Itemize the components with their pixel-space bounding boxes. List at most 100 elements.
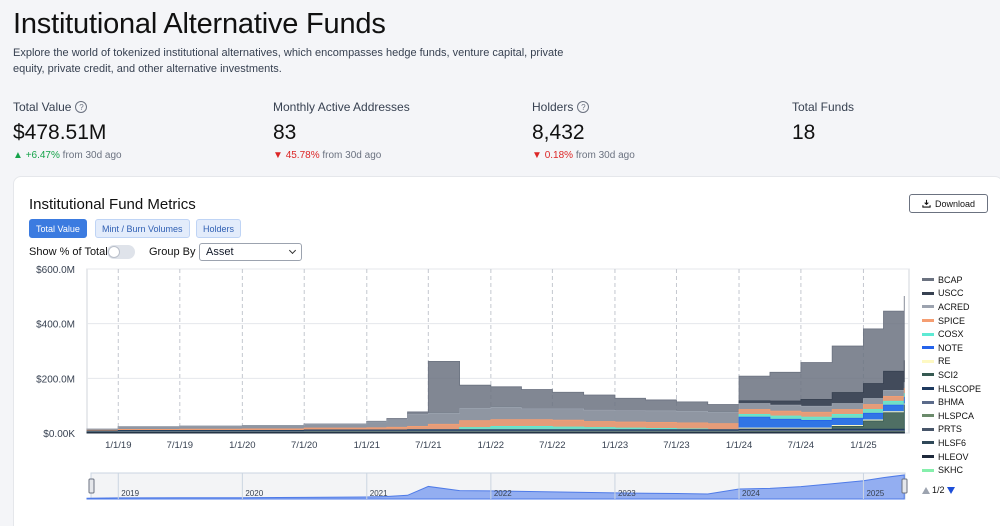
legend-item-cosx[interactable]: COSX [922,327,997,341]
legend-swatch [922,468,934,472]
x-tick-label: 7/1/22 [539,440,565,451]
pager-next-icon[interactable] [946,486,955,494]
help-icon[interactable]: ? [75,101,88,113]
stat-0: Total Value? $478.51M ▲ +6.47% from 30d ag… [13,100,122,161]
x-tick-label: 7/1/24 [788,440,814,451]
navigator-year-label: 2024 [742,489,760,498]
legend-item-sci2[interactable]: SCI2 [922,368,997,382]
pager-label: 1/2 [932,485,945,495]
navigator-year-label: 2019 [121,489,139,498]
groupby-select[interactable]: Asset [199,243,302,261]
show-percent-label: Show % of Total [29,246,108,258]
stat-value: 18 [792,121,816,144]
tab-label: Total Value [36,223,80,234]
stat-change: ▼ 0.18% from 30d ago [532,150,635,161]
help-icon[interactable]: ? [577,101,590,113]
legend-swatch [922,278,934,282]
legend-item-re[interactable]: RE [922,355,997,369]
stat-label-text: Total Value [13,100,72,114]
stat-change-suffix: from 30d ago [62,150,122,161]
legend-label: NOTE [938,342,964,353]
legend-swatch [922,359,934,363]
download-button[interactable]: Download [909,194,988,213]
legend-label: SPICE [938,315,966,326]
x-tick-label: 7/1/23 [663,440,689,451]
navigator-year-label: 2025 [866,489,884,498]
stat-value: 8,432 [532,121,585,144]
legend-item-skhc[interactable]: SKHC [922,463,997,477]
stat-value: 83 [273,121,297,144]
tab-label: Holders [203,223,235,234]
navigator-year-label: 2021 [370,489,388,498]
y-tick-label: $400.0M [36,320,75,331]
total-value-chart[interactable]: $0.00K $200.0M $400.0M $600.0M 1/1/19 7/1/19 1… [14,177,919,517]
x-tick-label: 1/1/25 [850,440,876,451]
legend-item-bhma[interactable]: BHMA [922,395,997,409]
stat-change-value: 45.78% [285,150,320,161]
navigator-left-handle [88,478,95,494]
x-tick-label: 1/1/24 [726,440,752,451]
groupby-value: Asset [206,246,234,258]
stat-change-suffix: from 30d ago [322,150,382,161]
legend-item-bcap[interactable]: BCAP [922,273,997,287]
legend-item-note[interactable]: NOTE [922,341,997,355]
down-arrow-icon: ▼ [532,150,545,161]
legend-swatch [922,427,934,431]
chart-legend: BCAP USCC ACRED SPICE COSX NOTE RE SCI2 HLSCOPE B… [922,273,997,477]
legend-swatch [922,414,934,418]
card-title: Institutional Fund Metrics [29,196,196,213]
legend-item-hlscope[interactable]: HLSCOPE [922,382,997,396]
legend-item-spice[interactable]: SPICE [922,314,997,328]
tab-holders[interactable]: Holders [196,219,242,238]
legend-swatch [922,305,934,309]
watermark-text: rwa [496,323,558,361]
x-tick-label: 7/1/20 [291,440,317,451]
legend-item-acred[interactable]: ACRED [922,300,997,314]
legend-swatch [922,373,934,377]
download-icon [922,199,931,208]
legend-swatch [922,455,934,459]
stat-1: Monthly Active Addresses 83 ▼ 45.78% from … [273,100,410,161]
groupby-label: Group By [149,246,196,258]
y-tick-label: $600.0M [36,265,75,276]
legend-item-hleov[interactable]: HLEOV [922,450,997,464]
legend-label: SKHC [938,465,964,476]
stat-3: Total Funds 18 [792,100,854,145]
x-tick-label: 1/1/19 [105,440,131,451]
stat-label: Monthly Active Addresses [273,100,410,114]
globe-icon [456,325,490,360]
show-percent-toggle[interactable] [107,245,135,259]
stat-label-text: Monthly Active Addresses [273,100,410,114]
legend-label: BCAP [938,274,963,285]
stat-change-suffix: from 30d ago [575,150,635,161]
stat-change: ▲ +6.47% from 30d ago [13,150,122,161]
navigator-right-handle [901,478,908,494]
legend-item-prts[interactable]: PRTS [922,423,997,437]
legend-item-hlsf6[interactable]: HLSF6 [922,436,997,450]
tab-label: Mint / Burn Volumes [102,223,183,234]
legend-item-hlspca[interactable]: HLSPCA [922,409,997,423]
fund-metrics-card: Institutional Fund Metrics Download Tota… [13,176,1000,526]
x-tick-label: 7/1/19 [167,440,193,451]
legend-label: BHMA [938,397,965,408]
legend-label: COSX [938,329,964,340]
x-tick-label: 1/1/22 [478,440,504,451]
navigator-year-label: 2022 [494,489,512,498]
legend-label: ACRED [938,301,970,312]
page-title: Institutional Alternative Funds [13,8,386,40]
legend-label: SCI2 [938,369,959,380]
legend-swatch [922,387,934,391]
legend-swatch [922,400,934,404]
pager-prev-icon[interactable] [922,486,930,494]
up-arrow-icon: ▲ [13,150,26,161]
stat-label: Total Value? [13,100,122,114]
stat-value: $478.51M [13,121,107,144]
tab-mint-burn-volumes[interactable]: Mint / Burn Volumes [95,219,190,238]
stat-change: ▼ 45.78% from 30d ago [273,150,410,161]
legend-swatch [922,346,934,350]
tab-total-value[interactable]: Total Value [29,219,87,238]
download-label: Download [934,198,976,209]
legend-item-uscc[interactable]: USCC [922,287,997,301]
toggle-knob [108,246,120,258]
legend-label: PRTS [938,424,962,435]
